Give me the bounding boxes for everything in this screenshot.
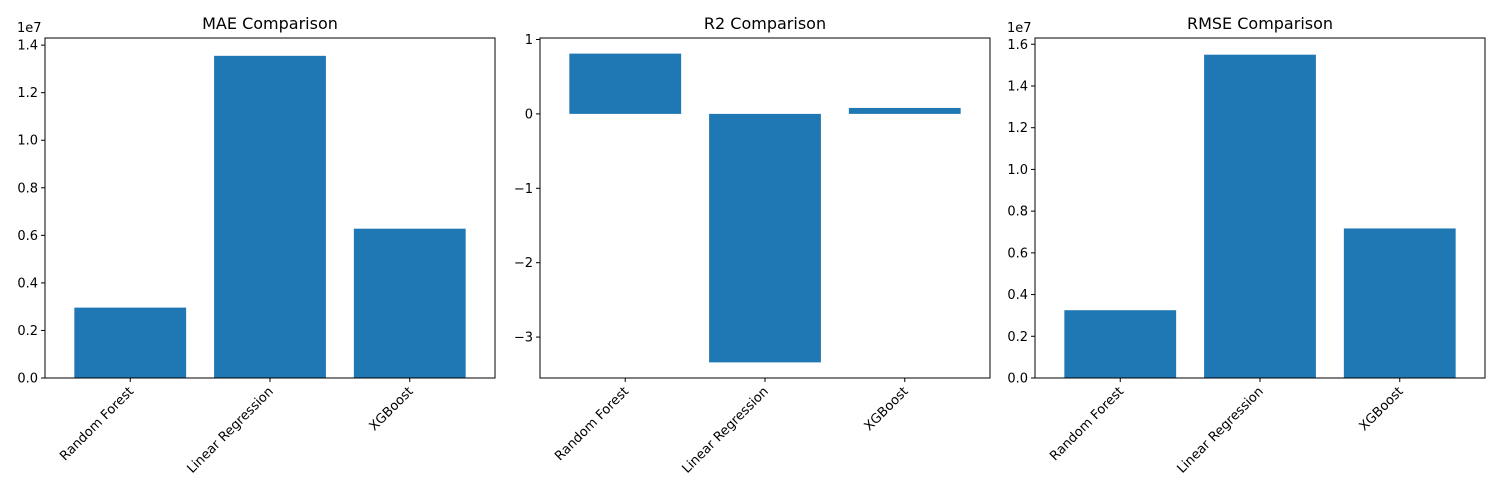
bar-1 [1064, 310, 1177, 378]
y-tick-label: 0.8 [1007, 205, 1028, 220]
y-tick-label: 0.8 [17, 181, 38, 196]
y-tick-label: 1.4 [1007, 79, 1028, 94]
bar-1 [569, 53, 682, 114]
y-tick-label: 1 [525, 33, 533, 48]
y-tick-label: 0.6 [1007, 246, 1028, 261]
chart-panel-3: 0.0 0.2 0.4 0.6 0.8 1.0 1.2 1.4 1.6 Random Forest… [1007, 14, 1486, 477]
y-tick-label: 0.4 [1007, 288, 1028, 303]
x-tick-label: Random Forest [552, 384, 632, 464]
y-tick-label: 1.4 [17, 39, 38, 54]
x-tick-label: Random Forest [57, 384, 137, 464]
bar-1 [74, 307, 187, 378]
y-tick-label: −3 [514, 331, 533, 346]
x-tick-label: Linear Regression [1174, 384, 1266, 476]
x-tick-label: XGBoost [1357, 384, 1407, 434]
y-tick-label: 0.2 [1007, 330, 1028, 345]
bar-3 [1343, 228, 1456, 378]
bar-2 [1204, 54, 1316, 379]
chart-panel-2: −3 −2 −1 0 1 Random Forest Linear Regression XG… [514, 14, 991, 477]
y-tick-label: 0.4 [17, 276, 38, 291]
chart-panel-1: 0.0 0.2 0.4 0.6 0.8 1.0 1.2 1.4 Random Forest Lin… [17, 14, 496, 477]
bar-3 [353, 228, 466, 378]
y-tick-label: 0.0 [1007, 372, 1028, 387]
x-tick-label: XGBoost [862, 384, 912, 434]
y-tick-label: 1.6 [1007, 38, 1028, 53]
chart-title: MAE Comparison [202, 14, 338, 33]
y-tick-label: 0.2 [17, 324, 38, 339]
y-tick-label: 1.2 [17, 86, 38, 101]
x-tick-label: XGBoost [367, 384, 417, 434]
bar-2 [709, 113, 821, 363]
x-tick-label: Linear Regression [184, 384, 276, 476]
y-tick-label: 0 [525, 107, 533, 122]
y-tick-label: −1 [514, 182, 533, 197]
y-tick-label: 0.0 [17, 372, 38, 387]
bar-2 [214, 55, 326, 379]
y-axis-offset-label: 1e7 [17, 21, 42, 36]
y-tick-label: −2 [514, 256, 533, 271]
y-tick-label: 1.2 [1007, 121, 1028, 136]
x-tick-label: Linear Regression [679, 384, 771, 476]
y-tick-label: 1.0 [17, 134, 38, 149]
y-axis-offset-label: 1e7 [1007, 21, 1032, 36]
y-tick-label: 0.6 [17, 229, 38, 244]
chart-title: RMSE Comparison [1187, 14, 1333, 33]
chart-title: R2 Comparison [704, 14, 826, 33]
bar-3 [848, 107, 961, 114]
y-tick-label: 1.0 [1007, 163, 1028, 178]
x-tick-label: Random Forest [1047, 384, 1127, 464]
